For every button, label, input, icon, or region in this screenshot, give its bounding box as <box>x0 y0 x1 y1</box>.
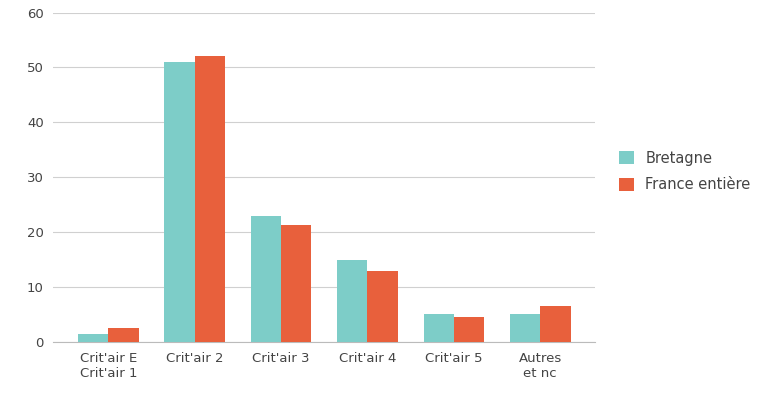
Bar <box>337 259 368 342</box>
Bar <box>165 62 195 342</box>
Bar <box>251 216 281 342</box>
Bar <box>540 306 571 342</box>
Legend: Bretagne, France entière: Bretagne, France entière <box>613 145 756 198</box>
Bar <box>108 328 139 342</box>
Bar <box>281 225 311 342</box>
Bar <box>195 56 225 342</box>
Bar <box>368 271 398 342</box>
Bar <box>78 334 108 342</box>
Bar <box>510 314 540 342</box>
Bar <box>454 317 484 342</box>
Bar <box>423 314 454 342</box>
